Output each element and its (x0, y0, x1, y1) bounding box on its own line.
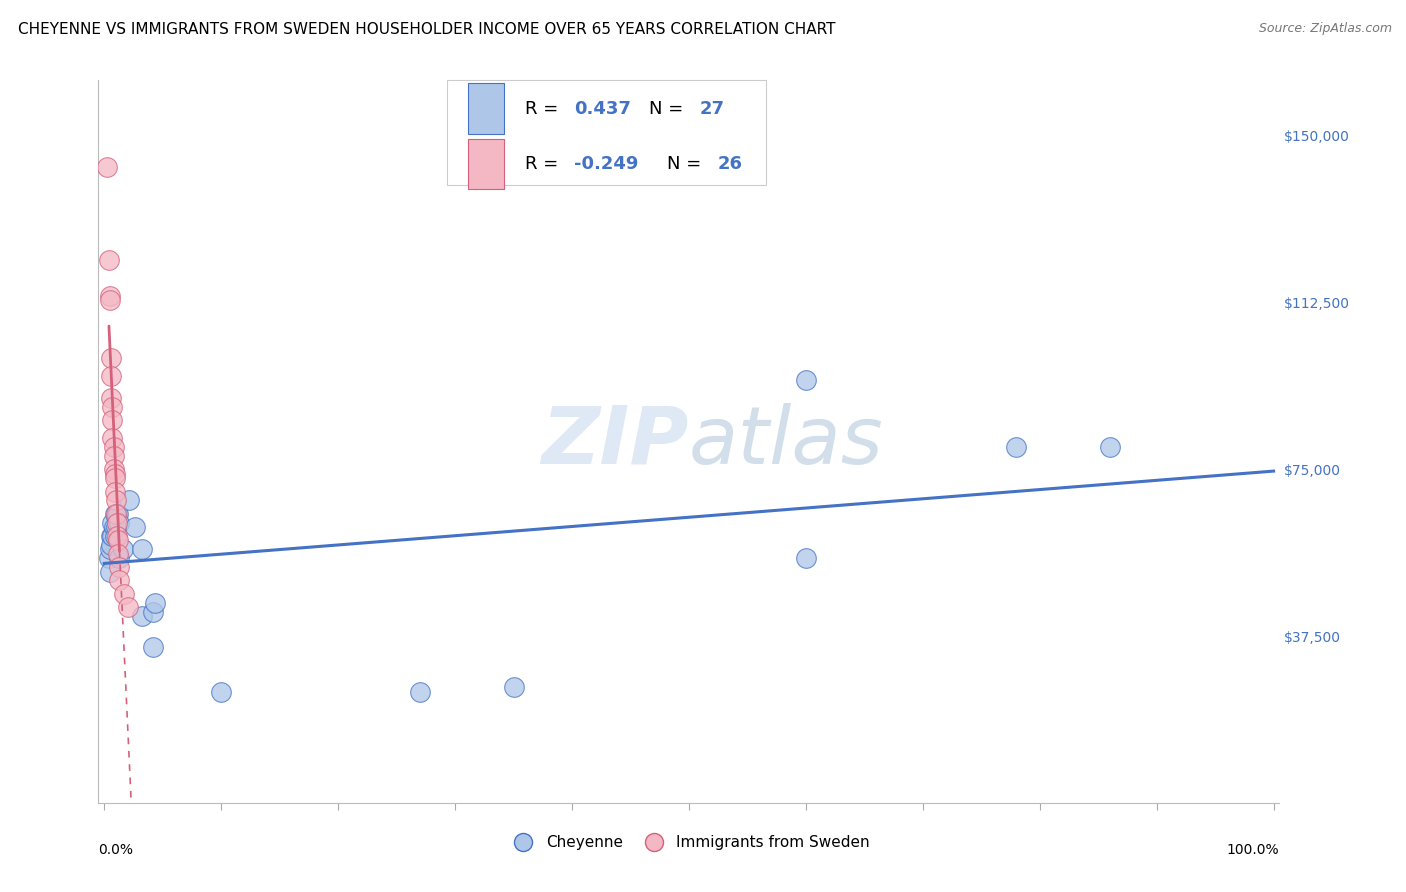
Point (111, 542, 134, 557)
Text: Source: ZipAtlas.com: Source: ZipAtlas.com (1258, 22, 1392, 36)
Text: R =: R = (524, 155, 564, 173)
Point (97, 551, 120, 566)
Point (98, 542, 121, 557)
FancyBboxPatch shape (447, 80, 766, 185)
Point (107, 533, 129, 548)
Point (105, 507, 128, 521)
Point (100, 391, 122, 405)
Point (108, 560, 131, 574)
Text: 27: 27 (700, 100, 724, 118)
Point (107, 547, 129, 561)
Point (209, 684, 232, 698)
Point (103, 520, 125, 534)
Point (1005, 440, 1028, 454)
FancyBboxPatch shape (468, 83, 503, 134)
Point (794, 373, 817, 387)
Point (104, 484, 127, 499)
Text: 100.0%: 100.0% (1227, 843, 1279, 856)
Text: -0.249: -0.249 (575, 155, 638, 173)
Point (101, 529, 124, 543)
Point (124, 520, 146, 534)
Point (108, 574, 131, 588)
Point (96, 160, 118, 174)
Legend: Cheyenne, Immigrants from Sweden: Cheyenne, Immigrants from Sweden (502, 830, 876, 856)
Text: 26: 26 (717, 155, 742, 173)
Point (98, 293, 121, 308)
Point (101, 413, 124, 427)
Point (103, 462, 125, 476)
Point (107, 507, 129, 521)
Point (105, 516, 128, 530)
Point (100, 351, 122, 366)
Point (97, 253, 120, 268)
Point (143, 596, 166, 610)
Point (112, 587, 135, 601)
Point (104, 493, 127, 508)
Text: 0.437: 0.437 (575, 100, 631, 118)
Point (118, 493, 141, 508)
Point (108, 516, 131, 530)
Point (794, 551, 817, 566)
Point (104, 507, 127, 521)
FancyBboxPatch shape (468, 139, 503, 189)
Point (142, 640, 165, 655)
Text: 0.0%: 0.0% (98, 843, 134, 856)
Text: atlas: atlas (689, 402, 884, 481)
Point (104, 507, 127, 521)
Point (131, 609, 153, 624)
Point (100, 529, 122, 543)
Point (101, 431, 124, 445)
Point (100, 368, 122, 383)
Point (104, 520, 127, 534)
Point (100, 538, 122, 552)
Text: ZIP: ZIP (541, 402, 689, 481)
Point (98, 289, 121, 303)
Point (142, 605, 165, 619)
Point (104, 467, 127, 481)
Point (502, 680, 524, 694)
Point (101, 516, 124, 530)
Point (104, 471, 127, 485)
Text: R =: R = (524, 100, 564, 118)
Point (105, 529, 128, 543)
Point (103, 440, 125, 454)
Text: N =: N = (666, 155, 706, 173)
Point (98, 565, 121, 579)
Point (101, 400, 124, 414)
Point (409, 684, 432, 698)
Point (108, 551, 131, 566)
Point (103, 449, 125, 463)
Text: N =: N = (648, 100, 689, 118)
Point (1098, 440, 1121, 454)
Point (131, 542, 153, 557)
Point (104, 529, 127, 543)
Text: CHEYENNE VS IMMIGRANTS FROM SWEDEN HOUSEHOLDER INCOME OVER 65 YEARS CORRELATION : CHEYENNE VS IMMIGRANTS FROM SWEDEN HOUSE… (18, 22, 835, 37)
Point (117, 600, 139, 615)
